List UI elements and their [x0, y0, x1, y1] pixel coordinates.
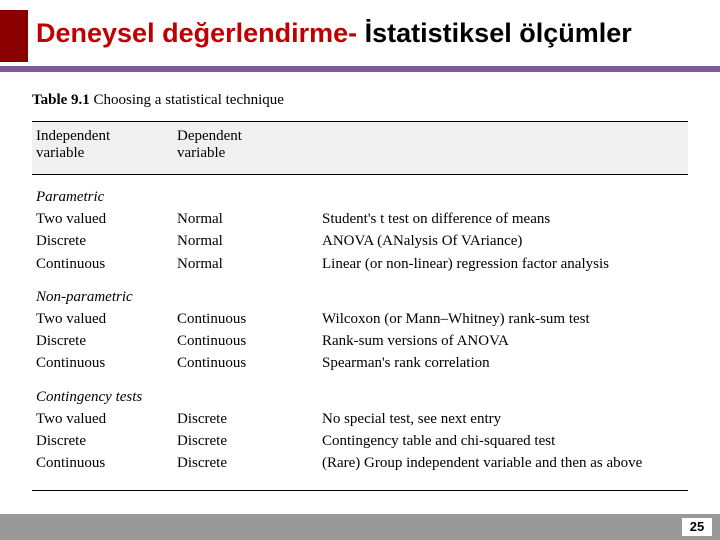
- cell: Continuous: [177, 309, 322, 329]
- cell: Continuous: [177, 353, 322, 373]
- cell: Discrete: [32, 231, 177, 251]
- header-col1-line1: Independent: [36, 128, 177, 145]
- table-header-row: Independent variable Dependent variable: [32, 122, 688, 174]
- slide-title: Deneysel değerlendirme- İstatistiksel öl…: [36, 18, 632, 49]
- cell: Spearman's rank correlation: [322, 353, 682, 373]
- cell: Contingency table and chi-squared test: [322, 431, 682, 451]
- header-col2-line2: variable: [177, 145, 322, 162]
- table-header-col1: Independent variable: [32, 128, 177, 162]
- cell: Linear (or non-linear) regression factor…: [322, 254, 682, 274]
- cell: Continuous: [32, 254, 177, 274]
- cell: Two valued: [32, 209, 177, 229]
- table-header-col3: [322, 128, 682, 162]
- footer-bar: 25: [0, 514, 720, 540]
- caption-number: Table 9.1: [32, 92, 90, 108]
- section-contingency: Contingency tests Two valued Discrete No…: [32, 389, 688, 475]
- section-title: Contingency tests: [32, 389, 688, 406]
- cell: ANOVA (ANalysis Of VAriance): [322, 231, 682, 251]
- cell: Student's t test on difference of means: [322, 209, 682, 229]
- header-col1-line2: variable: [36, 145, 177, 162]
- table-row: Continuous Discrete (Rare) Group indepen…: [32, 452, 688, 474]
- accent-box: [0, 10, 28, 62]
- table-row: Two valued Normal Student's t test on di…: [32, 208, 688, 230]
- title-part-red: Deneysel değerlendirme-: [36, 18, 357, 48]
- cell: Rank-sum versions of ANOVA: [322, 331, 682, 351]
- cell: (Rare) Group independent variable and th…: [322, 453, 682, 473]
- table-row: Discrete Normal ANOVA (ANalysis Of VAria…: [32, 230, 688, 252]
- section-title: Non-parametric: [32, 289, 688, 306]
- caption-text: Choosing a statistical technique: [90, 92, 284, 108]
- cell: Normal: [177, 209, 322, 229]
- cell: Discrete: [177, 453, 322, 473]
- cell: Normal: [177, 254, 322, 274]
- cell: Discrete: [32, 331, 177, 351]
- title-part-black: İstatistiksel ölçümler: [357, 18, 632, 48]
- table-container: Table 9.1 Choosing a statistical techniq…: [32, 92, 688, 491]
- cell: Wilcoxon (or Mann–Whitney) rank-sum test: [322, 309, 682, 329]
- section-nonparametric: Non-parametric Two valued Continuous Wil…: [32, 289, 688, 375]
- section-title: Parametric: [32, 189, 688, 206]
- table-rule-bottom: [32, 490, 688, 491]
- cell: Discrete: [177, 409, 322, 429]
- table-row: Two valued Continuous Wilcoxon (or Mann–…: [32, 308, 688, 330]
- section-parametric: Parametric Two valued Normal Student's t…: [32, 189, 688, 275]
- cell: Continuous: [32, 453, 177, 473]
- table-row: Discrete Discrete Contingency table and …: [32, 430, 688, 452]
- cell: Normal: [177, 231, 322, 251]
- cell: Two valued: [32, 309, 177, 329]
- table-row: Continuous Continuous Spearman's rank co…: [32, 352, 688, 374]
- cell: Two valued: [32, 409, 177, 429]
- cell: Discrete: [177, 431, 322, 451]
- title-underline: [0, 66, 720, 72]
- table-rule-mid: [32, 174, 688, 175]
- table-row: Two valued Discrete No special test, see…: [32, 408, 688, 430]
- table-row: Discrete Continuous Rank-sum versions of…: [32, 330, 688, 352]
- slide-header: Deneysel değerlendirme- İstatistiksel öl…: [0, 0, 720, 70]
- cell: Discrete: [32, 431, 177, 451]
- table-row: Continuous Normal Linear (or non-linear)…: [32, 253, 688, 275]
- table-header-col2: Dependent variable: [177, 128, 322, 162]
- cell: Continuous: [32, 353, 177, 373]
- page-number: 25: [682, 518, 712, 536]
- table-caption: Table 9.1 Choosing a statistical techniq…: [32, 92, 688, 109]
- cell: No special test, see next entry: [322, 409, 682, 429]
- cell: Continuous: [177, 331, 322, 351]
- header-col2-line1: Dependent: [177, 128, 322, 145]
